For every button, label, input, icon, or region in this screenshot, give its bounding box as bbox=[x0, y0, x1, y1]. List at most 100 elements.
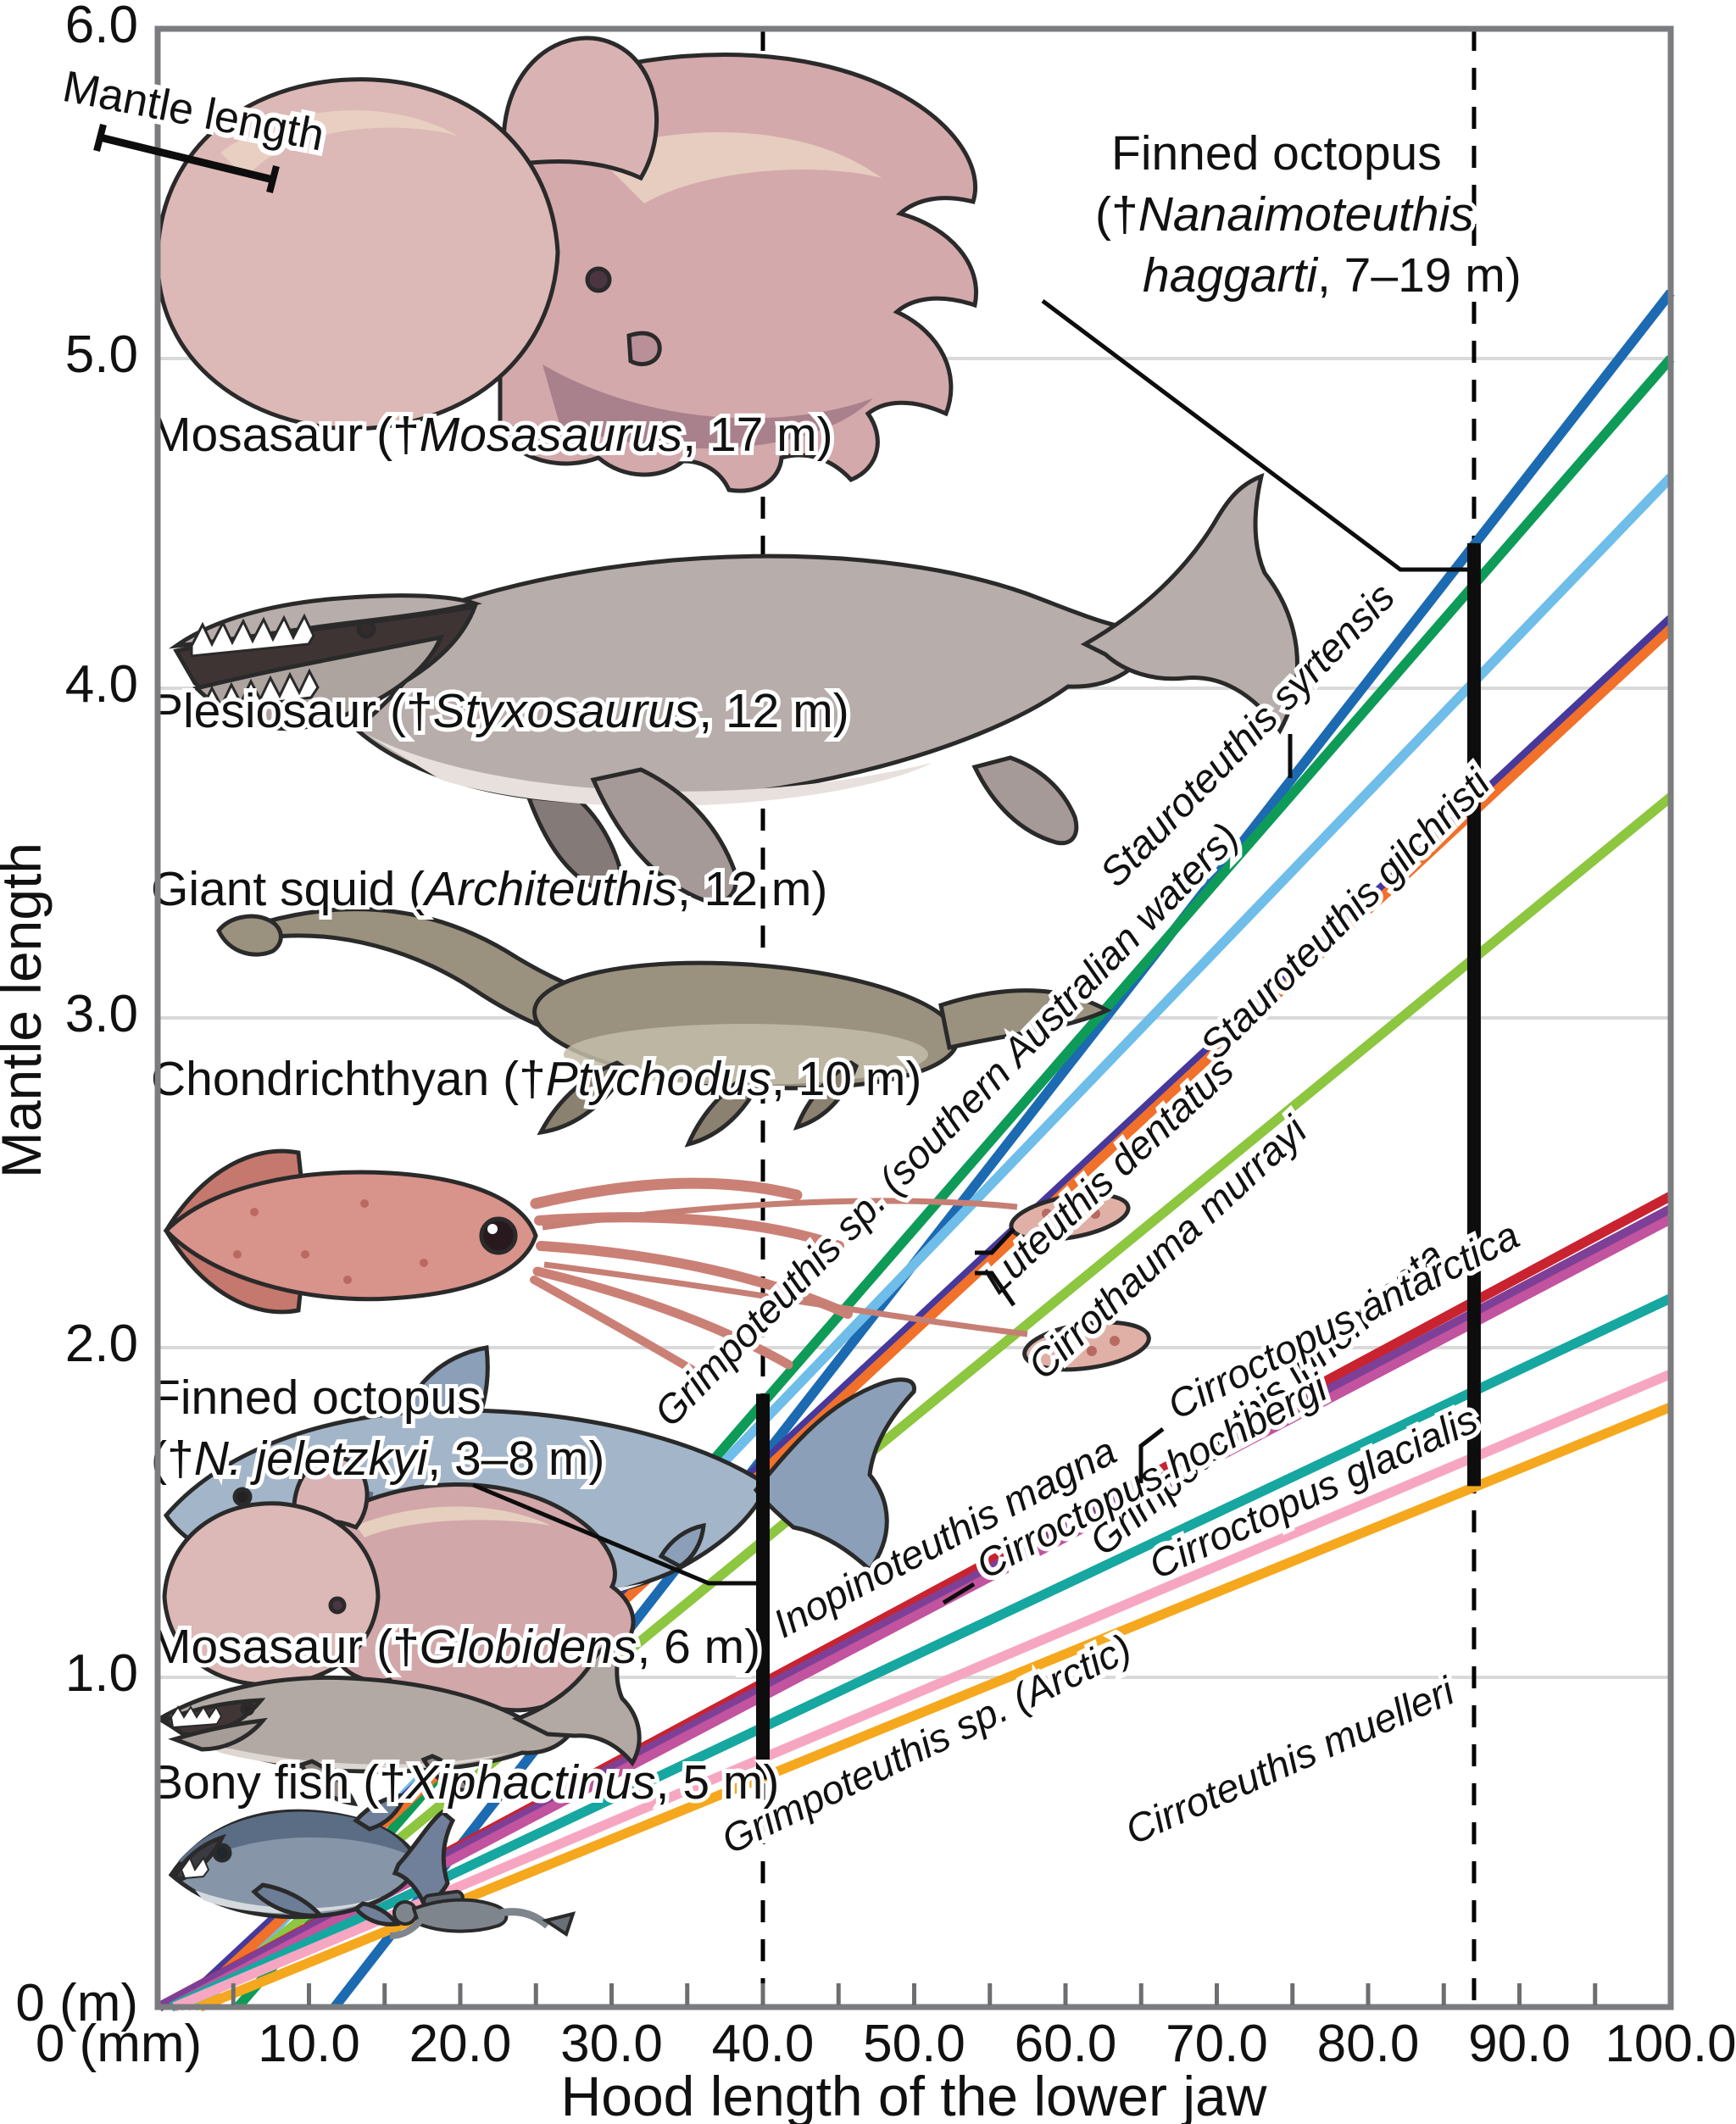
small-octopus-mantle bbox=[162, 1501, 381, 1688]
fish-belly bbox=[195, 1890, 381, 1914]
globidens-flipper-2 bbox=[420, 1754, 476, 1794]
globidens-flipper-1 bbox=[298, 1759, 359, 1807]
x-ticklabel-50.0: 50.0 bbox=[863, 2015, 965, 2073]
antarctica-leader bbox=[1138, 1427, 1165, 1483]
plesiosaur-belly bbox=[564, 1024, 928, 1085]
squid-tentacle-2 bbox=[543, 1261, 1028, 1337]
mosasaur-front-flipper bbox=[590, 767, 738, 904]
haggarti-label-1: Finned octopus bbox=[1111, 126, 1442, 181]
squid-tentacle-1 bbox=[542, 1198, 1018, 1231]
plesiosaur-flipper-2 bbox=[684, 1066, 765, 1148]
octopus-web-shadow bbox=[542, 364, 873, 449]
y-ticklabel-2.0: 2.0 bbox=[65, 1315, 138, 1373]
range-bar-40mm bbox=[756, 1393, 770, 1780]
mantle-measure-line bbox=[98, 133, 275, 184]
shark-tail bbox=[753, 1377, 916, 1573]
x-ticklabel-90.0: 90.0 bbox=[1468, 2015, 1571, 2073]
x-ticklabel-20.0: 20.0 bbox=[409, 2015, 512, 2073]
plesiosaur-head bbox=[216, 914, 283, 957]
y-ticklabel-6.0: 6.0 bbox=[65, 0, 138, 54]
illustration-globidens bbox=[155, 1640, 642, 1807]
illustration-diver bbox=[389, 1889, 576, 1939]
haggarti-leader bbox=[1041, 299, 1472, 572]
jeletzkyi-label-2: (†N. jeletzkyi, 3–8 m) bbox=[151, 1432, 604, 1486]
haggarti-label-2: (†Nanaimoteuthis bbox=[1095, 187, 1474, 242]
globidens-label: Mosasaur (†Globidens, 6 m) bbox=[151, 1620, 760, 1674]
plot-frame bbox=[154, 25, 1674, 2010]
jeletzkyi-label-1: Finned octopus bbox=[151, 1371, 481, 1425]
mosasaur-upper-teeth bbox=[190, 613, 315, 658]
xiphactinus-label: Bony fish (†Xiphactinus, 5 m) bbox=[151, 1755, 779, 1810]
illustration-styxosaurus bbox=[216, 907, 1112, 1148]
diver-head bbox=[392, 1900, 418, 1926]
fish-anal-fin bbox=[353, 1901, 401, 1927]
squid-eye bbox=[479, 1216, 518, 1255]
x-ticklabel-80.0: 80.0 bbox=[1317, 2015, 1420, 2073]
y-ticklabel-4.0: 4.0 bbox=[65, 655, 138, 714]
small-octopus-eye bbox=[328, 1596, 347, 1615]
ptychodus-label: Chondrichthyan (†Ptychodus, 10 m) bbox=[151, 1052, 921, 1106]
globidens-tail bbox=[511, 1640, 642, 1767]
illustrations bbox=[155, 36, 1299, 1939]
octopus-web-highlight bbox=[593, 132, 882, 203]
murrayi-leader bbox=[975, 1271, 1016, 1307]
octopus-siphon bbox=[626, 331, 662, 366]
x-ticklabel-70.0: 70.0 bbox=[1166, 2015, 1268, 2073]
mosasaur-lower-jaw bbox=[192, 634, 445, 731]
mosasaur-body bbox=[353, 553, 1166, 804]
label-cirroteuthis-muelleri: Cirroteuthis muelleri bbox=[1119, 1667, 1462, 1853]
line-grimpoteuthis-innominata bbox=[191, 792, 1674, 2011]
globidens-teeth bbox=[170, 1705, 223, 1729]
label-grimpoteuthis-arctic: Grimpoteuthis sp. (Arctic) bbox=[715, 1625, 1138, 1862]
small-octopus-web-highlight bbox=[356, 1506, 551, 1537]
styxosaurus-label: Plesiosaur (†Styxosaurus, 12 m) bbox=[151, 684, 849, 738]
y-ticklabel-5.0: 5.0 bbox=[65, 325, 138, 384]
fish-fangs bbox=[180, 1855, 210, 1880]
x-axis-title: Hood length of the lower jaw bbox=[561, 2065, 1267, 2124]
x-ticklabel-zero: 0 (mm) bbox=[36, 2015, 202, 2073]
squid-club-dots bbox=[1042, 1209, 1120, 1356]
mantle-measure-cap-right bbox=[266, 165, 280, 193]
axis-ticks bbox=[231, 1983, 1598, 2005]
annotation-labels: Mosasaur (†Mosasaurus, 17 m) Plesiosaur (… bbox=[147, 122, 1526, 1814]
y-ticklabel-3.0: 3.0 bbox=[65, 985, 138, 1043]
haggarti-label-3: haggarti, 7–19 m) bbox=[1143, 248, 1522, 303]
diver-legs bbox=[495, 1908, 550, 1929]
architeuthis-label: Giant squid (Architeuthis, 12 m) bbox=[151, 862, 827, 916]
illustration-xiphactinus bbox=[168, 1793, 456, 1927]
shark-eye bbox=[232, 1487, 253, 1507]
illustration-architeuthis bbox=[163, 1148, 1151, 1386]
range-bars bbox=[756, 542, 1481, 1780]
y-axis-title: Mantle length bbox=[0, 842, 53, 1178]
squid-club-2 bbox=[1022, 1320, 1151, 1372]
x-ticklabel-40.0: 40.0 bbox=[712, 2015, 815, 2073]
fish-pectoral-fin bbox=[251, 1882, 326, 1918]
mantle-measure-cap-left bbox=[93, 124, 107, 152]
mosasaur-eye bbox=[356, 619, 376, 639]
globidens-eye bbox=[240, 1701, 255, 1716]
squid-eye-glint bbox=[487, 1224, 498, 1234]
x-ticklabel-10.0: 10.0 bbox=[258, 2015, 360, 2073]
mosasaur-far-flipper bbox=[522, 781, 622, 893]
octopus-mantle-highlight bbox=[220, 110, 458, 178]
plesiosaur-flipper-1 bbox=[537, 1060, 631, 1136]
hochbergi-leader bbox=[942, 1582, 976, 1605]
illustration-finned-octopus-haggarti bbox=[155, 36, 978, 493]
label-stauroteuthis-gilchristi: Stauroteuthis gilchristi bbox=[1191, 759, 1500, 1068]
squid-mantle bbox=[163, 1170, 538, 1302]
mosasaur-tail bbox=[1080, 472, 1299, 735]
y-ticklabel-1.0: 1.0 bbox=[65, 1644, 138, 1703]
x-ticklabel-30.0: 30.0 bbox=[560, 2015, 663, 2073]
octopus-eye bbox=[585, 266, 612, 293]
leader-lines bbox=[472, 299, 1472, 1605]
mosasaur-belly bbox=[364, 733, 932, 807]
axis-tick-labels: 10.0 20.0 30.0 40.0 50.0 60.0 70.0 80.0 90.0 100.… bbox=[15, 0, 1736, 2073]
x-ticklabel-100.0: 100.0 bbox=[1605, 2015, 1736, 2073]
squid-arms bbox=[530, 1177, 853, 1386]
diver-arm bbox=[389, 1918, 424, 1939]
illustration-mosasaurus bbox=[168, 472, 1299, 904]
plesiosaur-tail bbox=[938, 988, 1112, 1051]
x-ticklabel-60.0: 60.0 bbox=[1015, 2015, 1117, 2073]
